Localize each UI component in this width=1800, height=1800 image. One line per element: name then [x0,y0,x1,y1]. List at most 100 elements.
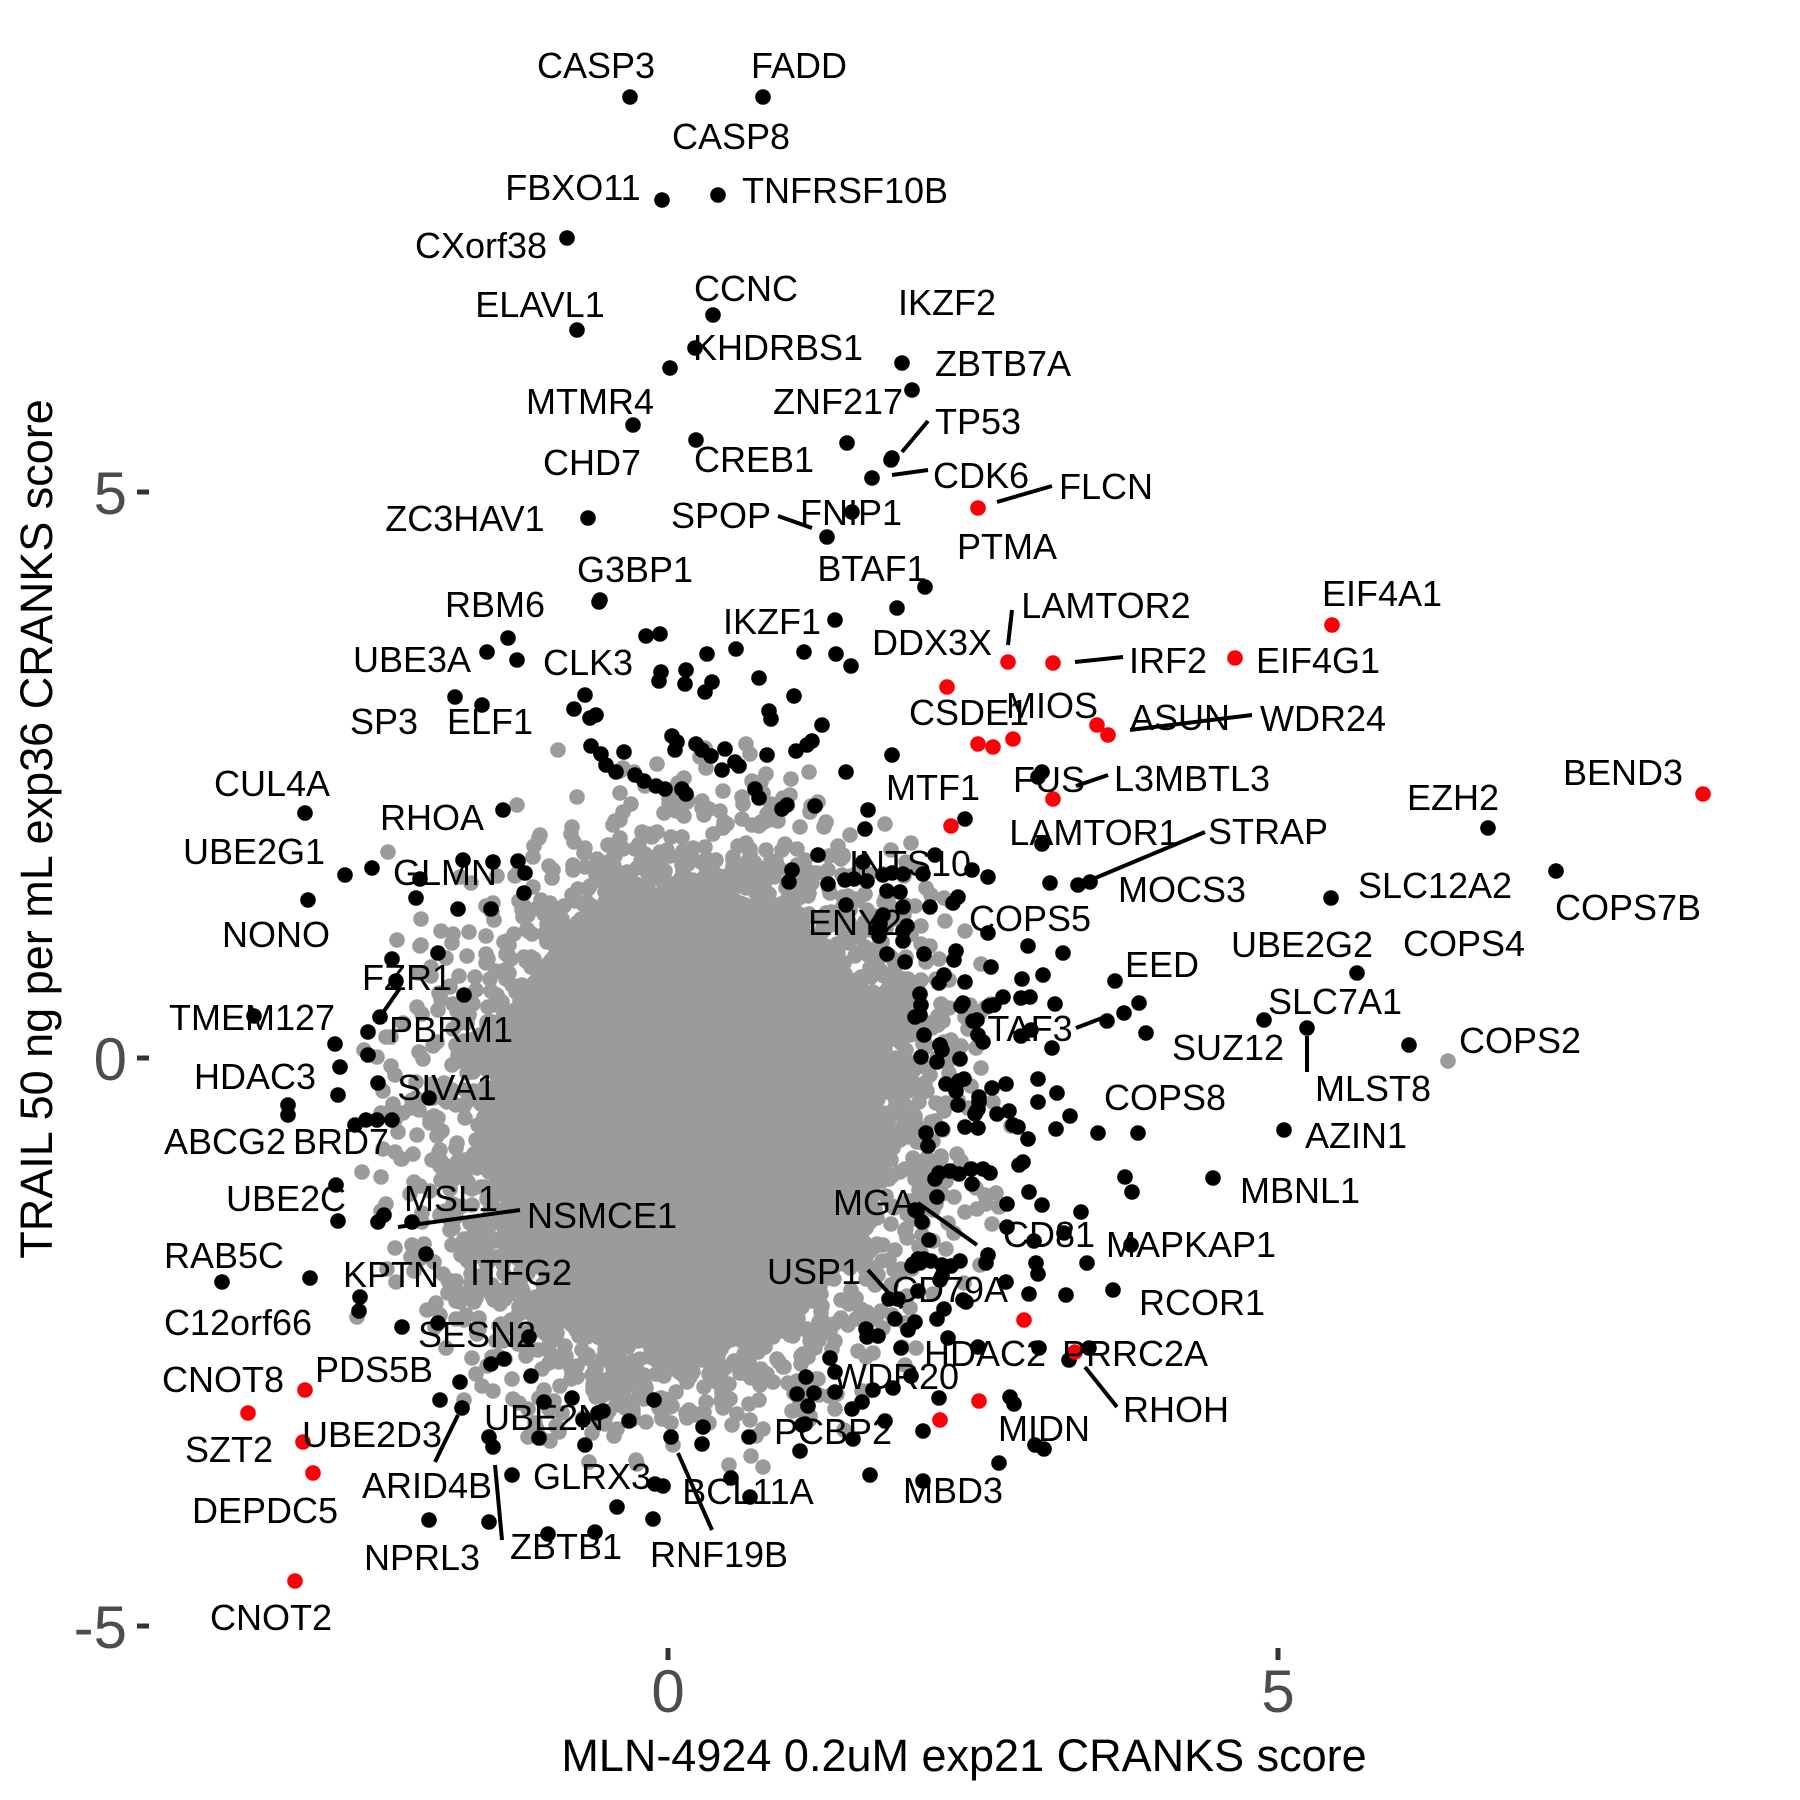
svg-text:LAMTOR2: LAMTOR2 [1021,585,1190,626]
svg-text:SLC12A2: SLC12A2 [1358,865,1512,906]
svg-text:MTMR4: MTMR4 [526,381,654,422]
svg-text:L3MBTL3: L3MBTL3 [1114,758,1270,799]
svg-text:CD79A: CD79A [892,1269,1008,1310]
svg-text:RBM6: RBM6 [445,584,545,625]
svg-text:MIOS: MIOS [1006,685,1098,726]
svg-text:ARID4B: ARID4B [362,1465,492,1506]
svg-text:GLMN: GLMN [393,852,497,893]
svg-text:EIF4A1: EIF4A1 [1322,573,1442,614]
svg-text:TAF3: TAF3 [987,1008,1072,1049]
svg-text:IKZF1: IKZF1 [723,601,821,642]
svg-text:HDAC2: HDAC2 [924,1333,1046,1374]
svg-text:FUS: FUS [1013,759,1085,800]
svg-text:EZH2: EZH2 [1407,777,1499,818]
svg-text:COPS4: COPS4 [1403,923,1525,964]
svg-text:KHDRBS1: KHDRBS1 [693,327,863,368]
svg-text:USP1: USP1 [767,1251,861,1292]
svg-text:NSMCE1: NSMCE1 [527,1195,677,1236]
svg-text:IRF2: IRF2 [1129,640,1207,681]
svg-text:UBE2C: UBE2C [226,1178,346,1219]
svg-text:WDR24: WDR24 [1260,698,1386,739]
svg-text:CXorf38: CXorf38 [415,225,547,266]
svg-text:RCOR1: RCOR1 [1139,1282,1265,1323]
svg-text:DDX3X: DDX3X [872,622,992,663]
svg-text:BEND3: BEND3 [1563,752,1683,793]
svg-text:KPTN: KPTN [343,1254,439,1295]
svg-text:MBD3: MBD3 [903,1470,1003,1511]
svg-text:MLST8: MLST8 [1315,1068,1431,1109]
svg-text:BTAF1: BTAF1 [817,548,926,589]
svg-text:MLN-4924 0.2uM exp21 CRANKS sc: MLN-4924 0.2uM exp21 CRANKS score [561,1730,1366,1781]
svg-text:MGA: MGA [833,1182,915,1223]
svg-text:MAPKAP1: MAPKAP1 [1106,1224,1276,1265]
svg-text:FADD: FADD [751,45,847,86]
svg-text:GLRX3: GLRX3 [533,1456,651,1497]
svg-text:PDS5B: PDS5B [315,1349,433,1390]
svg-text:WDR20: WDR20 [833,1356,959,1397]
svg-text:INTS10: INTS10 [849,843,971,884]
svg-text:RHOA: RHOA [380,797,484,838]
svg-text:UBE2N: UBE2N [484,1397,604,1438]
svg-text:UBE2G1: UBE2G1 [183,831,325,872]
svg-text:G3BP1: G3BP1 [577,549,693,590]
svg-text:ABCG2: ABCG2 [164,1121,286,1162]
svg-text:0: 0 [94,1026,127,1093]
svg-text:CCNC: CCNC [694,268,798,309]
svg-text:ITFG2: ITFG2 [470,1252,572,1293]
svg-text:MTF1: MTF1 [886,767,980,808]
svg-text:ZNF217: ZNF217 [773,381,903,422]
svg-text:BRD7: BRD7 [293,1121,389,1162]
svg-text:HDAC3: HDAC3 [194,1056,316,1097]
svg-text:COPS7B: COPS7B [1555,887,1701,928]
svg-text:CHD7: CHD7 [543,442,641,483]
svg-text:ASUN: ASUN [1130,697,1230,738]
svg-text:EED: EED [1125,944,1199,985]
svg-text:PCBP2: PCBP2 [774,1411,892,1452]
svg-text:UBE2D3: UBE2D3 [302,1414,442,1455]
svg-text:STRAP: STRAP [1208,811,1328,852]
svg-text:IKZF2: IKZF2 [898,282,996,323]
svg-text:COPS2: COPS2 [1459,1020,1581,1061]
svg-text:SLC7A1: SLC7A1 [1268,981,1402,1022]
svg-text:EIF4G1: EIF4G1 [1256,640,1380,681]
svg-text:FBXO11: FBXO11 [505,167,640,208]
svg-text:-5: -5 [74,1594,127,1661]
svg-text:PRRC2A: PRRC2A [1062,1333,1208,1374]
svg-text:SIVA1: SIVA1 [397,1067,496,1108]
svg-text:UBE3A: UBE3A [353,639,471,680]
svg-text:FNIP1: FNIP1 [800,492,902,533]
svg-text:RAB5C: RAB5C [164,1235,284,1276]
svg-text:C12orf66: C12orf66 [164,1302,312,1343]
svg-text:SPOP: SPOP [671,495,771,536]
svg-text:FLCN: FLCN [1059,466,1153,507]
svg-text:RNF19B: RNF19B [650,1534,788,1575]
svg-text:COPS5: COPS5 [969,898,1091,939]
svg-text:TMEM127: TMEM127 [169,997,335,1038]
svg-text:MOCS3: MOCS3 [1118,869,1246,910]
svg-text:SP3: SP3 [350,701,418,742]
svg-text:ZBTB7A: ZBTB7A [935,343,1071,384]
svg-text:ELAVL1: ELAVL1 [475,284,604,325]
svg-text:SESN2: SESN2 [418,1314,536,1355]
svg-text:MBNL1: MBNL1 [1240,1170,1360,1211]
svg-text:ZC3HAV1: ZC3HAV1 [385,498,544,539]
svg-text:SUZ12: SUZ12 [1172,1027,1284,1068]
svg-text:TP53: TP53 [935,401,1021,442]
svg-text:MIDN: MIDN [998,1408,1090,1449]
svg-text:COPS8: COPS8 [1104,1077,1226,1118]
svg-text:TNFRSF10B: TNFRSF10B [742,170,948,211]
svg-text:5: 5 [1261,1658,1294,1725]
svg-text:CUL4A: CUL4A [214,763,330,804]
svg-text:NONO: NONO [222,914,330,955]
svg-text:CDK6: CDK6 [933,455,1029,496]
svg-text:MSL1: MSL1 [404,1178,498,1219]
svg-text:AZIN1: AZIN1 [1305,1115,1407,1156]
svg-text:UBE2G2: UBE2G2 [1231,924,1373,965]
svg-text:CD81: CD81 [1003,1214,1095,1255]
svg-text:CREB1: CREB1 [694,439,814,480]
svg-text:CASP8: CASP8 [672,116,790,157]
svg-text:BCL11A: BCL11A [682,1471,813,1512]
svg-text:ENY2: ENY2 [808,902,902,943]
svg-text:CSDE1: CSDE1 [909,692,1029,733]
svg-text:PBRM1: PBRM1 [389,1009,513,1050]
